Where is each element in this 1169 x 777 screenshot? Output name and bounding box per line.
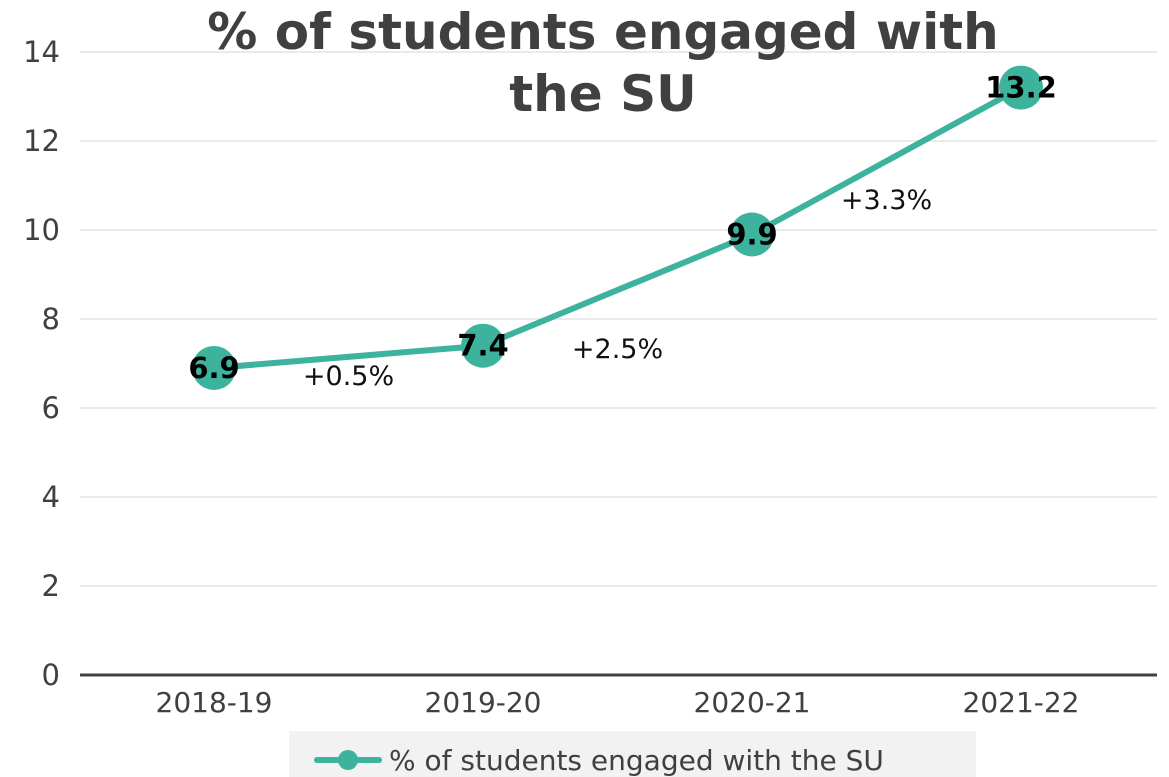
y-axis-ticks: 0 2 4 6 8 10 12 14 xyxy=(23,35,60,692)
x-axis-ticks: 2018-19 2019-20 2020-21 2021-22 xyxy=(156,686,1080,719)
y-tick-label: 4 xyxy=(42,480,60,514)
change-annotations: +0.5% +2.5% +3.3% xyxy=(303,185,932,392)
y-tick-label: 0 xyxy=(42,658,60,692)
series-group: 6.9 7.4 9.9 13.2 xyxy=(188,65,1057,390)
chart-title-line-1: % of students engaged with xyxy=(207,3,998,61)
change-annotation: +3.3% xyxy=(841,185,932,216)
data-point xyxy=(461,323,505,368)
legend-label: % of students engaged with the SU xyxy=(389,744,884,777)
x-tick-label: 2019-20 xyxy=(425,686,542,719)
series-line xyxy=(211,84,1024,371)
data-point xyxy=(192,345,236,390)
change-annotation: +2.5% xyxy=(572,334,663,365)
x-tick-label: 2021-22 xyxy=(963,686,1080,719)
data-point xyxy=(999,65,1043,110)
y-tick-label: 14 xyxy=(23,35,60,69)
legend-point-marker xyxy=(338,750,358,770)
data-label: 13.2 xyxy=(985,71,1057,105)
change-annotation: +0.5% xyxy=(303,361,394,392)
y-tick-label: 6 xyxy=(42,391,60,425)
y-tick-label: 12 xyxy=(23,124,60,158)
data-label: 7.4 xyxy=(457,329,508,363)
legend-background xyxy=(289,731,976,777)
data-point xyxy=(730,212,774,257)
gridlines xyxy=(80,51,1157,587)
y-tick-label: 10 xyxy=(23,213,60,247)
data-label: 6.9 xyxy=(188,351,239,385)
chart-title-line-2: the SU xyxy=(509,65,696,123)
legend: % of students engaged with the SU xyxy=(314,744,884,777)
y-tick-label: 2 xyxy=(42,569,60,603)
x-tick-label: 2020-21 xyxy=(694,686,811,719)
data-label: 9.9 xyxy=(726,217,777,251)
x-tick-label: 2018-19 xyxy=(156,686,273,719)
y-tick-label: 8 xyxy=(42,302,60,336)
